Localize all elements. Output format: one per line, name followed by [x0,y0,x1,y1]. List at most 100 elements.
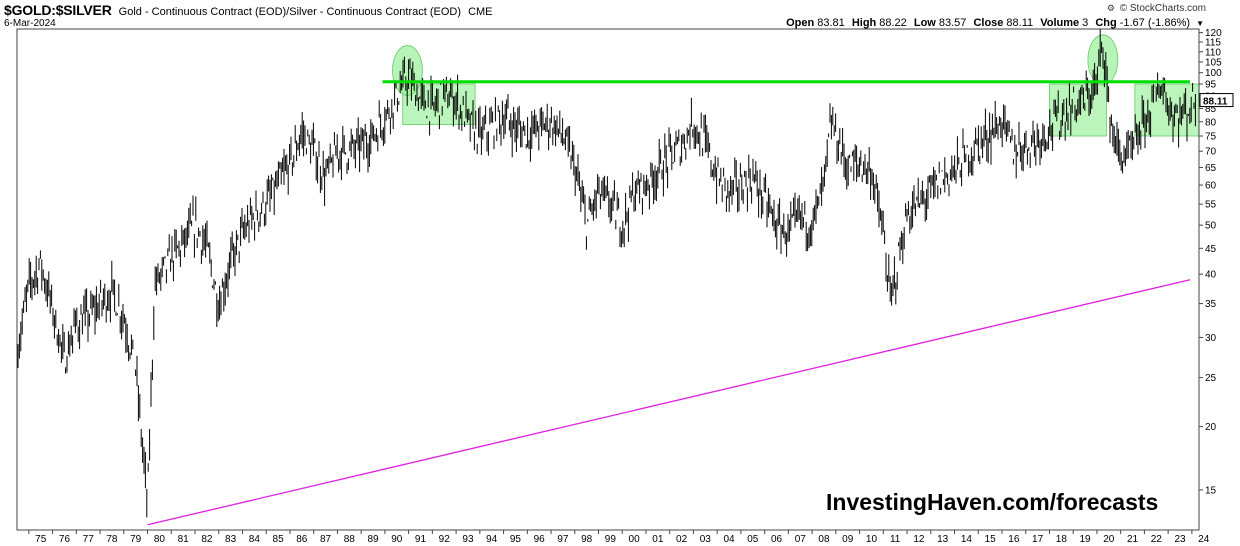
price-bars [17,29,1196,518]
x-tick-label: 89 [367,534,379,545]
x-tick-label: 90 [391,534,403,545]
x-tick-label: 80 [154,534,166,545]
x-tick-label: 01 [652,534,664,545]
y-tick-label: 15 [1205,485,1217,496]
chart-menu-dropdown-icon[interactable]: ▼ [1196,19,1204,28]
y-tick-label: 115 [1205,37,1221,48]
high-value: 88.22 [879,17,907,29]
x-tick-label: 76 [59,534,71,545]
low-label: Low [913,17,936,29]
x-tick-label: 15 [985,534,997,545]
x-tick-label: 83 [225,534,237,545]
x-tick-label: 02 [676,534,688,545]
x-tick-label: 14 [961,534,973,545]
x-tick-label: 12 [913,534,925,545]
y-tick-label: 60 [1205,181,1217,192]
chg-label: Chg [1095,17,1117,29]
x-tick-label: 82 [201,534,213,545]
x-tick-label: 22 [1151,534,1163,545]
x-tick-label: 99 [605,534,617,545]
low-value: 83.57 [938,17,967,29]
x-tick-label: 92 [439,534,451,545]
x-tick-label: 18 [1056,534,1068,545]
x-tick-label: 04 [723,534,735,545]
chg-value: -1.67 (-1.86%) [1119,17,1191,29]
x-tick-label: 79 [130,534,142,545]
x-tick-label: 84 [249,534,261,545]
x-tick-label: 93 [462,534,474,545]
y-axis: 1201151101051009590858075706560555045403… [1199,28,1222,496]
y-tick-label: 35 [1205,299,1217,310]
y-tick-label: 105 [1205,57,1222,68]
x-tick-label: 24 [1198,534,1210,545]
watermark-text: InvestingHaven.com/forecasts [826,489,1159,515]
chart-date: 6-Mar-2024 [4,18,56,29]
y-tick-label: 100 [1205,68,1222,79]
trend-lines [147,80,1191,526]
y-tick-label: 110 [1205,47,1221,58]
x-tick-label: 75 [35,534,47,545]
x-tick-label: 87 [320,534,332,545]
symbol-title: $GOLD:$SILVER [4,2,112,18]
y-tick-label: 75 [1205,131,1217,142]
open-label: Open [786,17,815,29]
y-tick-label: 85 [1205,104,1217,115]
x-tick-label: 08 [818,534,830,545]
volume-label: Volume [1040,17,1080,29]
x-tick-label: 78 [106,534,118,545]
y-tick-label: 65 [1205,163,1217,174]
x-tick-label: 11 [890,534,901,545]
x-tick-label: 23 [1174,534,1186,545]
last-price-box [1199,93,1234,108]
x-tick-label: 95 [510,534,522,545]
x-tick-label: 03 [700,534,712,545]
y-tick-label: 45 [1205,244,1217,255]
x-tick-label: 88 [344,534,356,545]
x-tick-label: 20 [1103,534,1115,545]
close-value: 88.11 [1006,17,1034,29]
x-tick-label: 85 [273,534,285,545]
x-tick-label: 00 [629,534,641,545]
x-tick-label: 06 [771,534,783,545]
x-tick-label: 09 [842,534,854,545]
x-tick-label: 10 [866,534,878,545]
high-label: High [851,17,877,29]
y-tick-label: 50 [1205,221,1217,232]
x-tick-label: 16 [1008,534,1020,545]
y-tick-label: 120 [1205,28,1222,39]
y-tick-label: 20 [1205,422,1217,433]
x-tick-label: 96 [534,534,546,545]
x-tick-label: 81 [178,534,190,545]
highlight-boxes [402,83,1200,137]
y-tick-label: 30 [1205,333,1217,344]
x-tick-label: 77 [83,534,95,545]
y-tick-label: 70 [1205,147,1217,158]
open-value: 83.81 [817,17,845,29]
last-price-marker: 88.11 [1199,93,1234,108]
brand-label: © StockCharts.com [1119,3,1206,14]
highlight-circles [392,34,1119,96]
x-tick-label: 05 [747,534,759,545]
x-tick-label: 21 [1127,534,1139,545]
y-tick-label: 40 [1205,270,1217,281]
y-tick-label: 95 [1205,80,1217,91]
y-tick-label: 80 [1205,117,1217,128]
x-tick-label: 86 [296,534,308,545]
x-axis: 75 76 77 78 79 80 81 82 83 84 85 86 87 88 89 90 91 92 93 94… [28,530,1210,545]
chart-header: $GOLD:$SILVER Gold - Continuous Contract… [4,2,493,18]
x-tick-label: 98 [581,534,593,545]
x-tick-label: 07 [795,534,807,545]
brand-credit[interactable]: ⚙ © StockCharts.com [1107,3,1206,14]
y-tick-label: 25 [1205,373,1217,384]
brand-gear-icon: ⚙ [1106,3,1115,13]
x-tick-label: 91 [415,534,427,545]
ohlc-readout: Open 83.81 High 88.22 Low 83.57 Close 88.11 … [782,17,1204,29]
close-label: Close [973,17,1004,29]
volume-value: 3 [1082,17,1089,29]
symbol-description: Gold - Continuous Contract (EOD)/Silver … [118,6,462,18]
x-tick-label: 94 [486,534,498,545]
y-tick-label: 55 [1205,200,1217,211]
x-tick-label: 17 [1032,534,1044,545]
plot-frame [16,28,1200,531]
